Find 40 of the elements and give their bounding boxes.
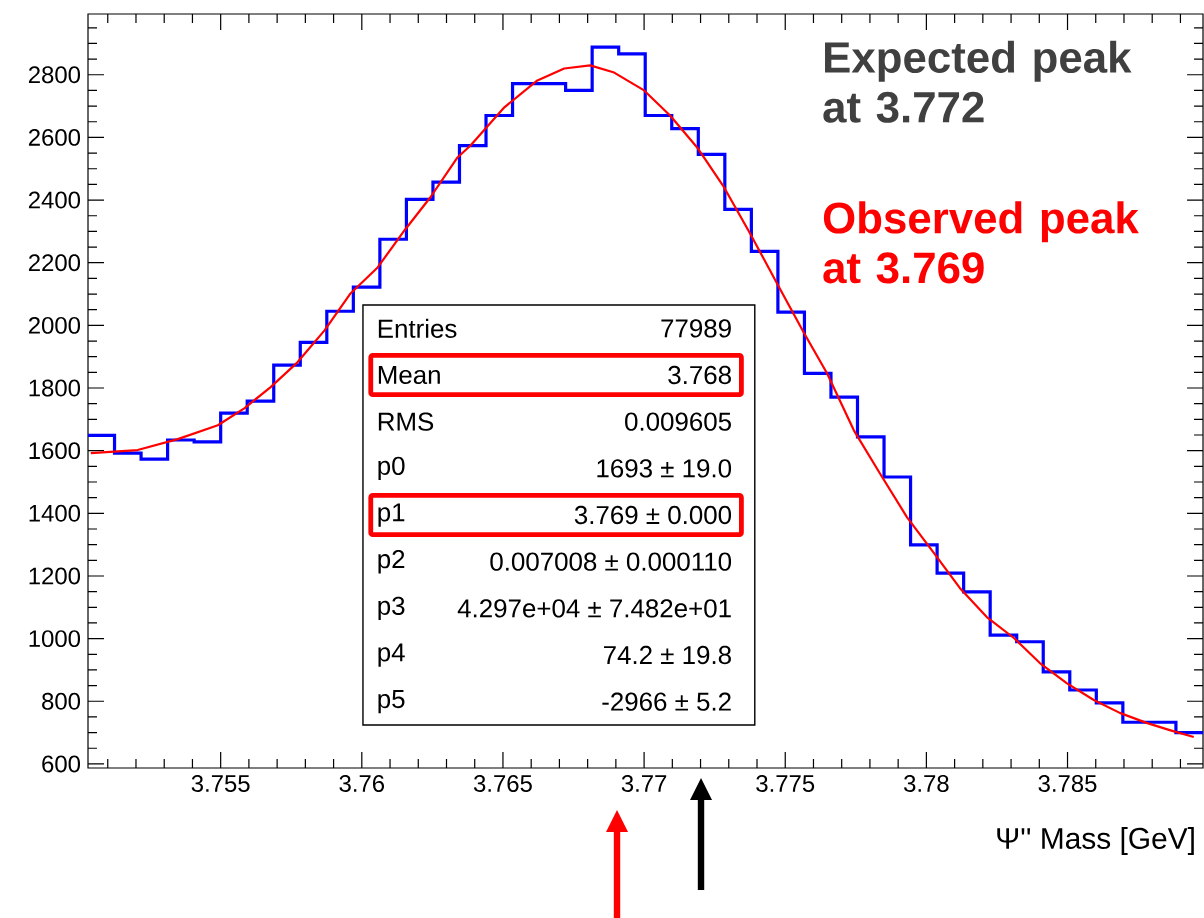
x-tick-label: 3.765	[473, 775, 532, 792]
annotation: p1	[378, 503, 405, 527]
annotation: 1693 ± 19.0	[597, 459, 732, 478]
annotation: RMS	[378, 412, 434, 431]
annotation: p0	[378, 456, 405, 481]
annotation: Observed peak at 3.769	[823, 201, 1139, 284]
annotation: p2	[378, 549, 405, 574]
y-tick-label: 1400	[29, 504, 81, 522]
annotation: Expected peak at 3.772	[823, 40, 1132, 123]
y-tick-label: 2600	[28, 128, 81, 146]
y-tick-label: 2400	[28, 191, 81, 209]
annotation: 0.007008 ± 0.000110	[490, 552, 732, 571]
annotation: Mean	[378, 366, 440, 385]
y-tick-label: 800	[42, 692, 81, 710]
y-tick-label: 600	[42, 755, 81, 773]
y-tick-label: 1200	[29, 567, 81, 585]
x-tick-label: 3.755	[191, 775, 250, 792]
y-tick-label: 2200	[28, 254, 81, 272]
x-tick-label: 3.785	[1038, 775, 1097, 792]
annotation: 3.768	[668, 365, 731, 385]
annotation: p5	[378, 690, 405, 714]
x-tick-label: 3.77	[621, 775, 667, 792]
y-tick-label: 2000	[28, 316, 81, 334]
x-tick-label: 3.76	[339, 775, 385, 792]
annotation: 3.769 ± 0.000	[574, 505, 732, 525]
y-tick-label: 1800	[29, 379, 81, 397]
annotation: 74.2 ± 19.8	[603, 645, 731, 665]
x-tick-label: 3.78	[904, 775, 949, 792]
y-tick-label: 2800	[28, 66, 81, 84]
annotation: p3	[378, 596, 405, 621]
annotation: 77989	[661, 319, 731, 338]
y-tick-label: 1000	[29, 630, 81, 648]
y-tick-label: 1600	[29, 442, 81, 460]
x-tick-label: 3.775	[756, 775, 815, 792]
x-axis-title: Ψ'' Mass [GeV]	[997, 827, 1194, 855]
annotation: 0.009605	[625, 412, 731, 431]
annotation: 4.297e+04 ± 7.482e+01	[457, 599, 731, 618]
annotation: -2966 ± 5.2	[602, 692, 731, 711]
annotation: Entries	[378, 318, 457, 338]
annotation: p4	[378, 643, 405, 667]
